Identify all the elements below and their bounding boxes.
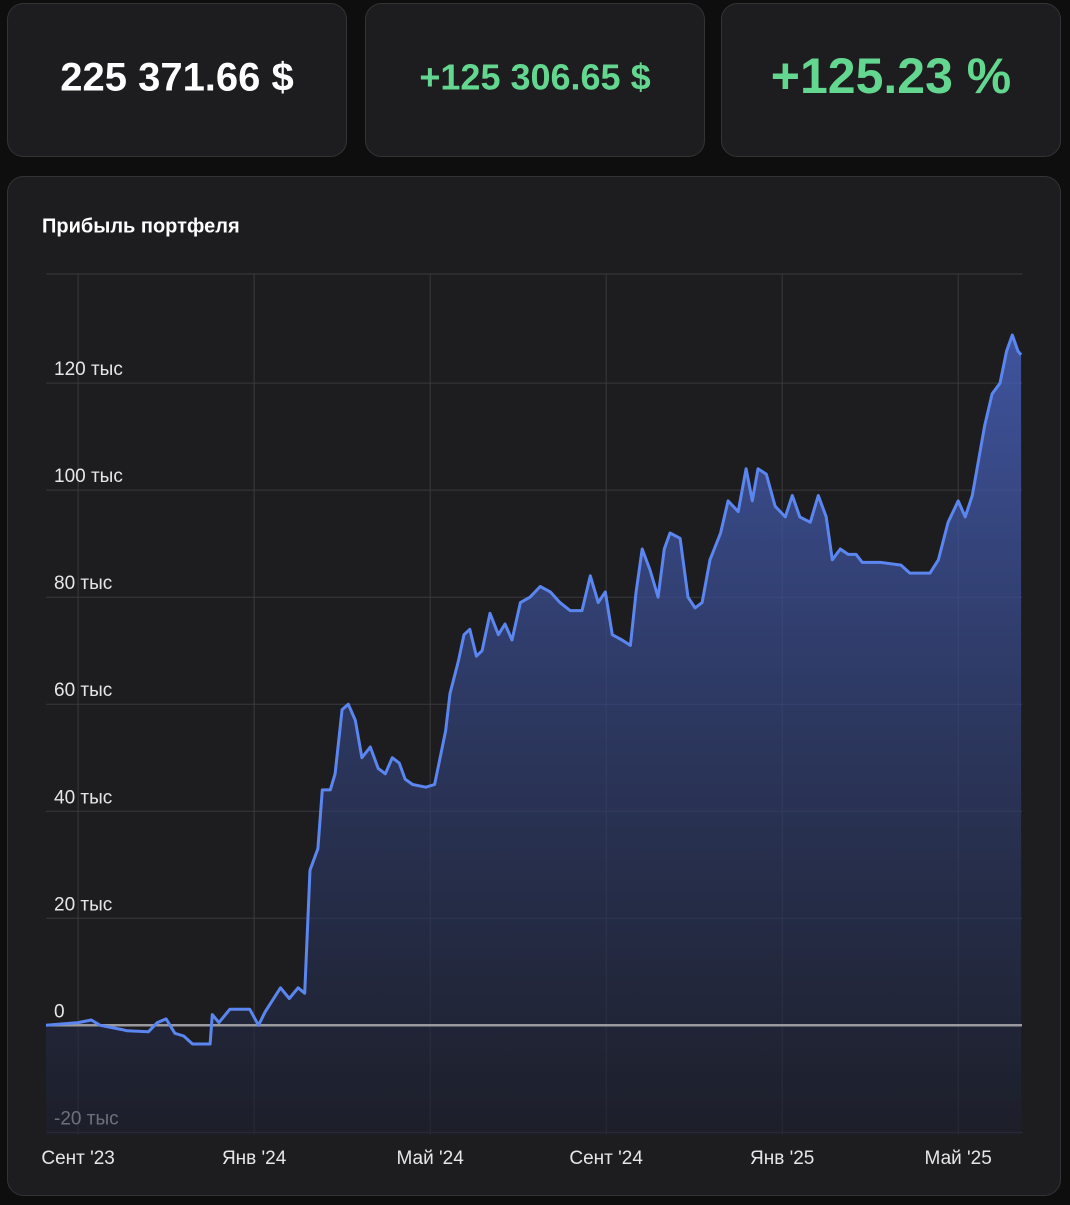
- y-tick-label: 60 тыс: [54, 680, 112, 701]
- x-tick-label: Май '24: [397, 1148, 465, 1169]
- y-tick-label: 120 тыс: [54, 359, 123, 380]
- card: [7, 3, 347, 157]
- y-tick-label: 80 тыс: [54, 573, 112, 594]
- chart-title: Прибыль портфеля: [42, 215, 240, 237]
- plot: Сент '23 Янв '24 Май '24 Сент '24 Янв '25 Май…: [41, 274, 1023, 1169]
- x-tick-label: Янв '25: [750, 1148, 814, 1169]
- balance: 225 371.66 $: [60, 56, 294, 100]
- y-tick-label: 100 тыс: [54, 466, 123, 487]
- area: [46, 335, 1022, 1135]
- y-tick-label: 20 тыс: [54, 894, 112, 915]
- x-tick-label: Янв '24: [222, 1148, 287, 1169]
- y-tick-label: 40 тыс: [54, 787, 112, 808]
- profit: +125 306.65 $: [419, 57, 650, 98]
- x-tick-label: Май '25: [925, 1148, 992, 1169]
- x-tick-label: Сент '24: [569, 1148, 643, 1169]
- card: [721, 3, 1061, 157]
- x-tick-label: Сент '23: [41, 1148, 115, 1169]
- line: [45, 333, 1023, 1046]
- profit-percent: +125.23 %: [771, 48, 1011, 104]
- card: [365, 3, 705, 157]
- y-tick-label: 0: [54, 1001, 65, 1022]
